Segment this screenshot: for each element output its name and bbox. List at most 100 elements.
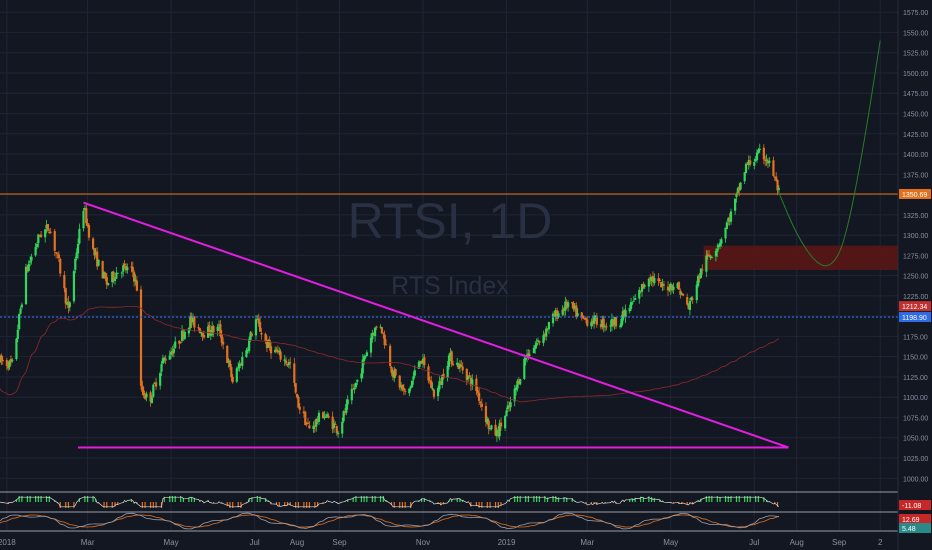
candle-body [87,224,91,238]
candle-body [34,247,37,256]
candle-body [575,305,578,318]
candle-body [372,334,375,336]
candle-body [331,416,334,430]
y-tick-label: 1125.00 [903,375,928,382]
candle-body [458,363,462,368]
candle-body [182,331,185,338]
candle-body [417,362,420,369]
candle-body [561,309,564,315]
candle-body [709,256,712,258]
candle-body [727,218,730,222]
candle-body [217,324,221,326]
candle-body [517,380,520,385]
candle-body [490,425,493,430]
candle-body [631,302,634,304]
candle-body [610,318,613,327]
candle-body [269,346,273,354]
y-tick-label: 1300.00 [903,233,928,240]
candle-body [681,293,685,296]
candle-body [777,188,781,190]
candle-body [130,266,133,268]
candle-body [572,302,575,310]
candle-body [15,338,18,360]
candle-body [676,283,679,289]
candle-body [680,293,683,295]
candle-body [82,210,85,229]
y-tick-label: 1225.00 [903,294,928,301]
candle-body [545,328,548,337]
candle-body [56,252,59,254]
candle-body [172,348,175,353]
candle-body [410,380,414,388]
candle-body [363,356,366,361]
candle-body [543,333,546,336]
y-tick-label: 1100.00 [903,395,928,402]
candle-body [638,289,641,299]
candle-body [516,380,519,389]
candle-body [710,257,713,259]
candle-body [758,148,761,151]
indicator2-value-a-bg [899,514,931,524]
candle-body [375,326,378,328]
candle-body [614,317,618,327]
candle-body [488,428,492,430]
candle-body [48,232,51,234]
candle-body [718,242,722,247]
candle-body [316,420,319,422]
candle-body [427,366,430,381]
candle-body [113,278,117,281]
candle-body [267,340,270,348]
candle-body [383,334,386,345]
x-tick-label: May [164,538,179,547]
candle-body [661,283,664,286]
candle-body [312,425,315,429]
candle-body [640,284,644,292]
candle-body [628,307,631,312]
candle-body [442,373,445,379]
candle-body [334,424,337,426]
moving-average [0,305,780,403]
y-tick-label: 1325.00 [903,213,928,220]
candle-body [142,390,145,396]
candle-body [38,235,41,237]
candle-body [208,325,211,335]
candle-body [399,385,403,387]
candle-body [527,353,530,357]
candle-body [26,267,29,271]
candle-body [452,364,455,366]
y-tick-label: 1400.00 [903,152,928,159]
candle-body [222,341,225,345]
projection-curve [778,40,881,267]
candle-body [354,382,358,388]
candle-body [497,430,500,436]
x-tick-label: 2019 [498,538,516,547]
y-tick-label: 1500.00 [903,71,928,78]
candle-body [409,386,412,389]
candle-body [649,277,652,282]
candle-body [238,363,241,369]
candle-body [365,352,368,357]
indicator1-value-bg [899,500,931,510]
candle-body [390,366,393,373]
indicator2-signal [0,514,780,528]
candle-body [237,367,240,369]
candle-body [134,279,137,282]
candle-body [430,380,433,388]
candle-body [389,345,392,366]
candle-body [101,261,104,279]
candle-body [324,416,327,418]
candle-body [317,412,321,422]
candle-body [75,252,78,258]
candle-body [123,263,126,266]
candle-body [384,344,388,346]
candle-body [227,361,230,363]
candle-body [642,284,645,288]
candle-body [276,351,279,353]
candle-body [671,284,674,291]
candle-body [753,161,756,166]
indicator1-line [0,496,780,508]
candle-body [620,318,623,327]
candle-body [729,211,733,222]
candle-body [122,265,125,272]
